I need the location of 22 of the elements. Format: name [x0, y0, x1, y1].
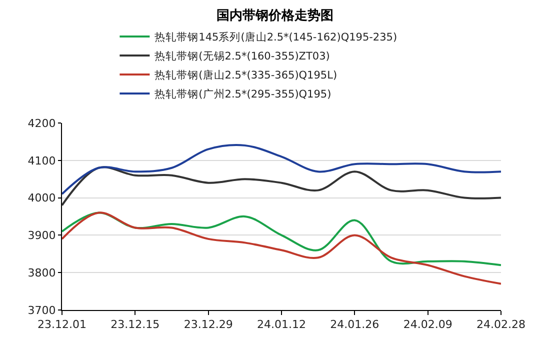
x-tick-label: 23.12.29	[184, 318, 233, 332]
legend-label: 热轧带钢(无锡2.5*(160-355)ZT03)	[154, 50, 330, 63]
x-tick-label: 23.12.01	[38, 318, 86, 332]
line-series	[62, 144, 501, 196]
line-series	[62, 212, 501, 266]
legend-label: 热轧带钢145系列(唐山2.5*(145-162)Q195-235)	[154, 30, 398, 44]
y-tick-label: 4000	[28, 192, 56, 205]
y-tick-label: 3700	[28, 304, 56, 317]
x-tick-label: 23.12.15	[110, 318, 160, 332]
y-tick-label: 4200	[28, 116, 56, 130]
line-series	[62, 212, 501, 285]
x-tick-label: 24.01.26	[330, 318, 380, 332]
legend-label: 热轧带钢(唐山2.5*(335-365)Q195L)	[154, 68, 338, 82]
x-tick-label: 24.02.28	[476, 318, 526, 332]
y-tick-label: 3800	[28, 266, 56, 280]
y-tick-label: 4100	[28, 154, 56, 168]
line-series	[62, 166, 501, 206]
chart-title: 国内带钢价格走势图	[216, 8, 334, 24]
x-tick-label: 24.02.09	[403, 318, 452, 332]
legend-label: 热轧带钢(广州2.5*(295-355)Q195)	[154, 88, 332, 101]
x-tick-label: 24.01.12	[257, 318, 306, 332]
y-tick-label: 3900	[28, 229, 56, 242]
